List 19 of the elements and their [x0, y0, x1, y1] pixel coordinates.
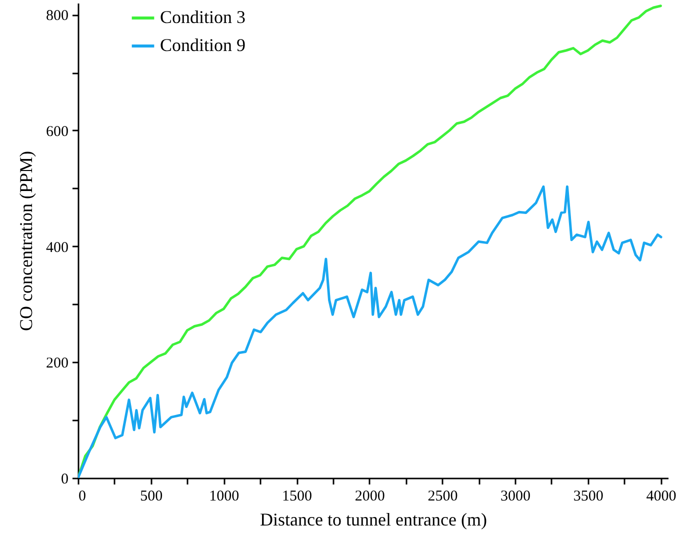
x-tick-label: 2000	[354, 488, 385, 504]
line-series	[78, 185, 662, 478]
x-axis-title: Distance to tunnel entrance (m)	[260, 510, 487, 530]
x-tick-label: 2500	[428, 488, 458, 504]
x-tick-label: 1000	[209, 488, 240, 504]
y-tick-label: 0	[61, 472, 68, 488]
y-tick-label: 200	[46, 356, 68, 372]
x-tick-label: 4000	[646, 488, 676, 504]
legend-label: Condition 9	[160, 35, 246, 55]
x-tick-label: 1500	[282, 488, 312, 504]
x-tick-label: 500	[140, 488, 163, 504]
y-axis-title: CO concentration (PPM)	[16, 151, 36, 331]
y-tick-label: 600	[46, 124, 68, 140]
x-tick-label: 0	[78, 488, 86, 504]
x-tick-label: 3500	[573, 488, 604, 504]
legend-label: Condition 3	[160, 7, 246, 27]
x-tick-label: 3000	[500, 488, 531, 504]
y-tick-label: 800	[46, 8, 68, 24]
y-tick-label: 400	[46, 240, 68, 256]
